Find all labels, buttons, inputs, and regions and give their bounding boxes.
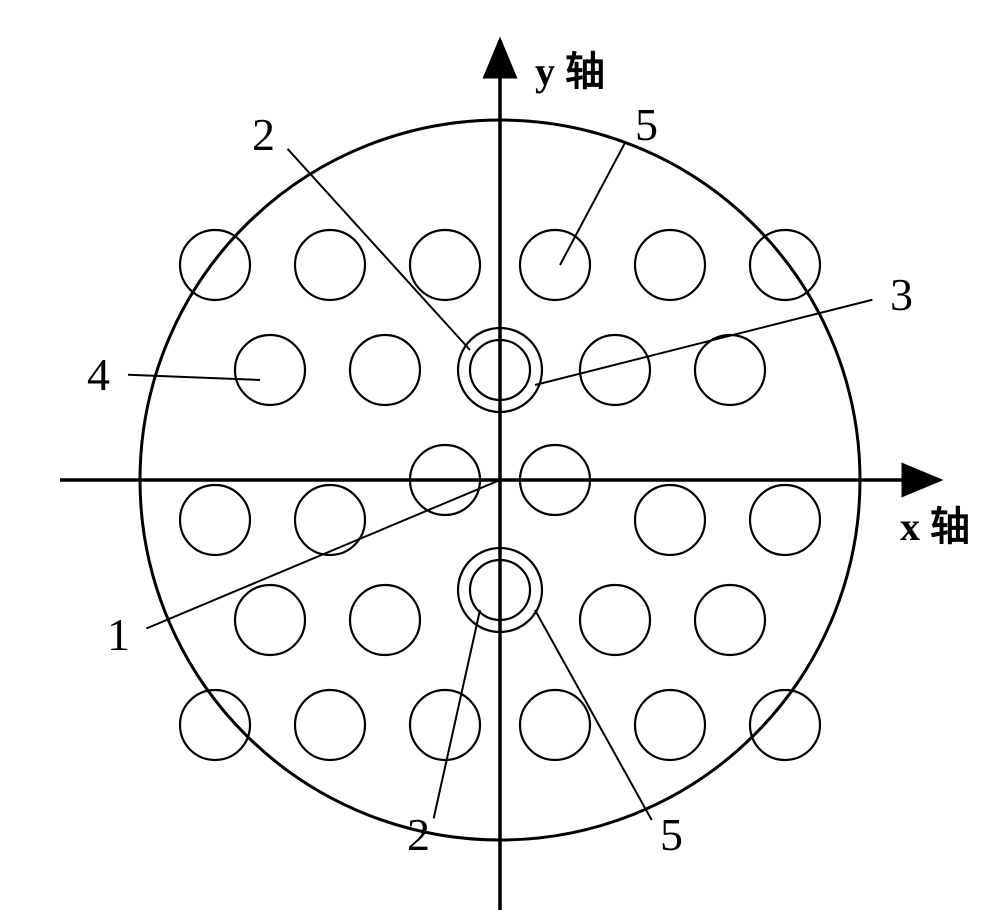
hole-14 <box>635 485 705 555</box>
callout-3: 3 <box>890 269 913 320</box>
leader-3 <box>535 300 872 385</box>
hole-17 <box>350 585 420 655</box>
leader-5-top <box>560 141 626 265</box>
hole-18 <box>580 585 650 655</box>
hole-7 <box>350 335 420 405</box>
hole-3 <box>520 230 590 300</box>
leader-2-top <box>288 149 470 350</box>
callout-2-top: 2 <box>252 109 275 160</box>
hole-15 <box>750 485 820 555</box>
callout-2-bot: 2 <box>407 809 430 860</box>
callout-5-bot: 5 <box>660 809 683 860</box>
hole-9 <box>695 335 765 405</box>
hole-13 <box>295 485 365 555</box>
hole-1 <box>295 230 365 300</box>
hole-21 <box>295 690 365 760</box>
hole-19 <box>695 585 765 655</box>
callout-4: 4 <box>87 349 110 400</box>
diagram-svg: x 轴 y 轴 1 2 2 3 4 5 5 <box>0 0 1000 916</box>
callout-1: 1 <box>107 609 130 660</box>
leader-4 <box>128 375 260 380</box>
x-axis-label: x 轴 <box>900 504 970 549</box>
hole-23 <box>520 690 590 760</box>
hole-4 <box>635 230 705 300</box>
hole-24 <box>635 690 705 760</box>
hole-0 <box>180 230 250 300</box>
hole-5 <box>750 230 820 300</box>
callout-5-top: 5 <box>635 99 658 150</box>
y-axis-label: y 轴 <box>535 49 605 94</box>
hole-16 <box>235 585 305 655</box>
hole-6 <box>235 335 305 405</box>
hole-12 <box>180 485 250 555</box>
hole-2 <box>410 230 480 300</box>
leader-2-bot <box>434 610 480 818</box>
hole-22 <box>410 690 480 760</box>
leader-5-bot <box>535 610 652 820</box>
leader-1 <box>146 480 500 628</box>
